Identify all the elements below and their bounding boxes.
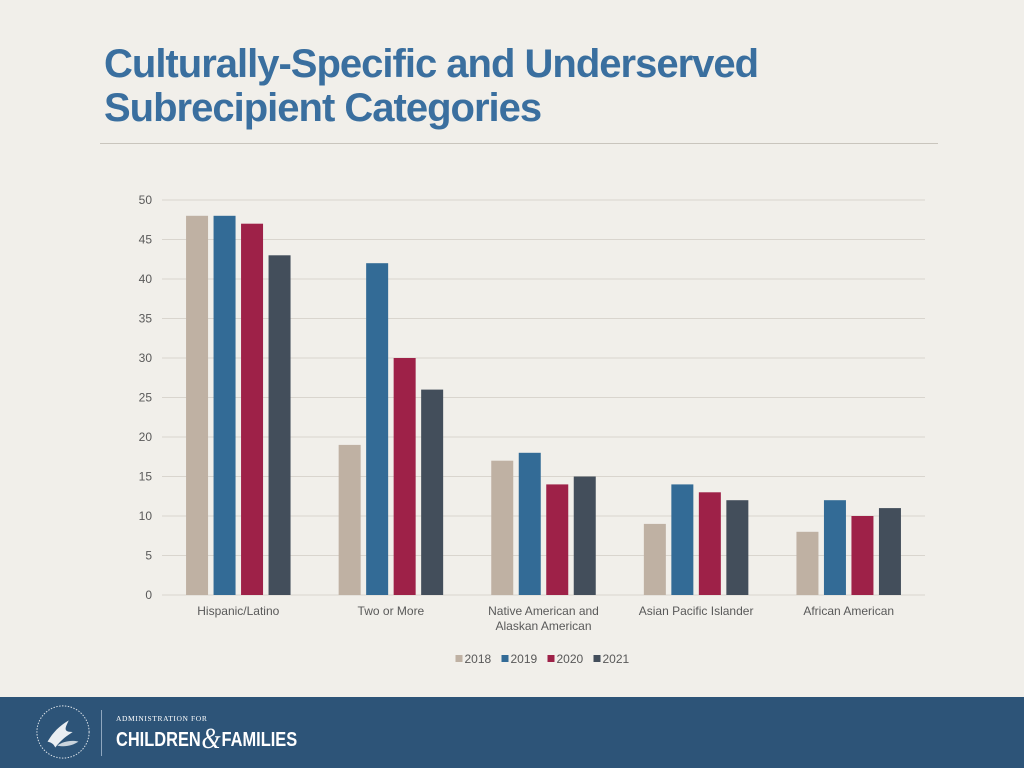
legend-label-2018: 2018 [465,652,492,666]
y-tick-label: 40 [139,272,153,286]
y-tick-label: 20 [139,430,153,444]
legend-swatch-2019 [501,655,509,662]
bar-2018-3 [643,523,666,595]
legend-label-2020: 2020 [557,652,584,666]
x-tick-label: Asian Pacific Islander [639,604,754,618]
y-tick-label: 25 [139,391,153,405]
bar-2020-4 [851,516,874,595]
bar-2021-3 [726,500,749,595]
footer-divider [101,710,102,756]
bar-2021-0 [268,255,291,596]
legend-swatch-2018 [455,655,463,662]
bar-2018-0 [186,215,209,596]
bar-2018-2 [491,460,514,595]
y-tick-label: 5 [145,549,152,563]
bar-2020-0 [241,223,264,595]
x-tick-label: Native American and [488,604,599,618]
bar-2019-3 [671,484,694,595]
bar-2019-4 [823,500,846,595]
x-tick-label: Two or More [358,604,425,618]
bar-2020-2 [546,484,569,595]
bar-2021-4 [878,508,901,595]
bar-2020-3 [698,492,721,595]
bar-2019-0 [213,215,236,596]
footer-bar: ADMINISTRATION FOR CHILDREN&FAMILIES [0,697,1024,768]
legend-swatch-2020 [547,655,555,662]
bar-2021-2 [573,476,596,595]
y-tick-label: 0 [145,588,152,602]
y-tick-label: 35 [139,312,153,326]
x-tick-label: Hispanic/Latino [197,604,279,618]
y-tick-label: 50 [139,193,153,207]
y-tick-label: 30 [139,351,153,365]
bar-chart: 0 5 10 15 20 25 30 35 40 45 50 Hispanic/Latino Two o… [139,193,925,666]
bar-2020-1 [393,358,416,595]
page-title: Culturally-Specific and Underserved Subr… [104,42,759,130]
hhs-eagle-seal-icon [36,705,90,759]
org-word-children: CHILDREN [116,729,201,751]
y-tick-label: 15 [139,470,153,484]
legend-label-2021: 2021 [603,652,630,666]
org-word-families: FAMILIES [221,729,298,751]
title-divider [100,143,938,144]
bar-2018-1 [338,444,361,595]
bar-2019-2 [518,452,541,595]
legend-swatch-2021 [593,655,601,662]
org-name-line1: ADMINISTRATION FOR [116,714,208,723]
y-tick-label: 45 [139,233,153,247]
y-tick-label: 10 [139,509,153,523]
bar-2019-1 [366,263,389,595]
org-ampersand: & [201,722,221,755]
acf-logo-text: CHILDREN&FAMILIES [116,724,298,754]
x-tick-label: African American [803,604,894,618]
bar-2021-1 [421,389,444,595]
bar-2018-4 [796,531,819,595]
legend-label-2019: 2019 [511,652,538,666]
x-tick-label: Alaskan American [495,619,591,633]
